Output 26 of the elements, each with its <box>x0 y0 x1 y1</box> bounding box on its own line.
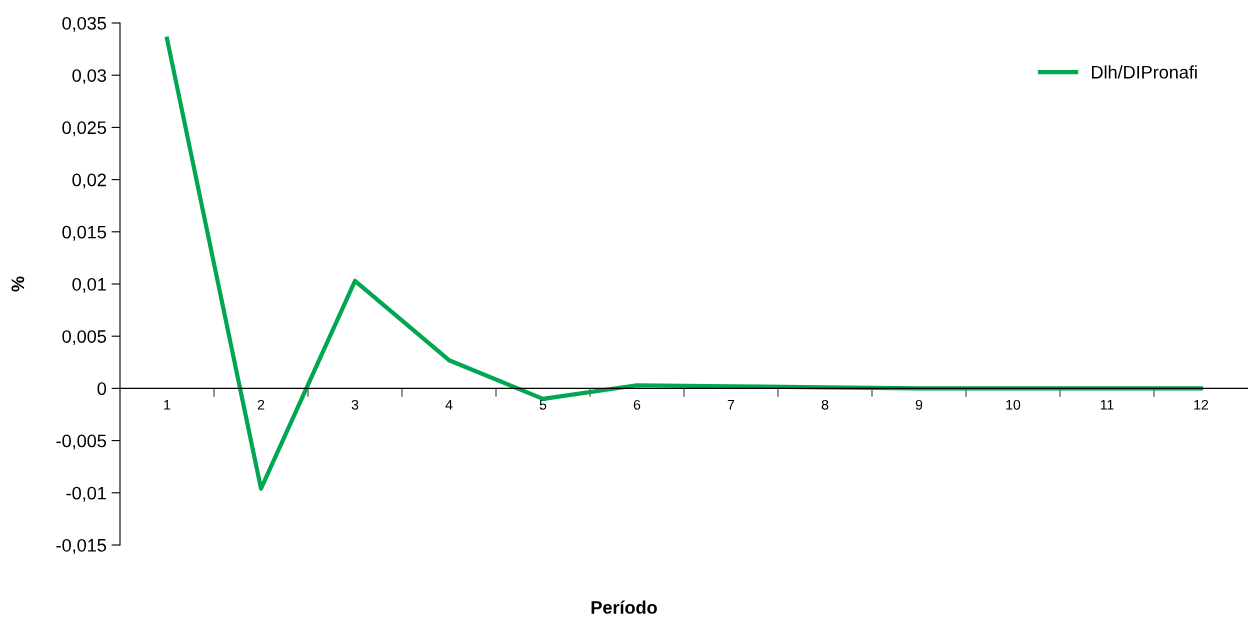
y-tick-label: -0,015 <box>56 538 107 554</box>
legend-label: Dlh/DIPronafi <box>1092 65 1197 79</box>
y-tick-label: 0,03 <box>72 69 107 85</box>
y-tick-label: -0,005 <box>56 434 107 450</box>
y-tick-label: 0,02 <box>72 173 106 189</box>
x-tick-label: 3 <box>351 399 359 410</box>
y-tick-label: 0,015 <box>62 225 107 241</box>
y-tick-label: 0,025 <box>62 121 107 137</box>
x-tick-label: 1 <box>164 400 171 410</box>
y-tick-label: -0,01 <box>66 486 106 502</box>
y-tick-label: 0,01 <box>72 277 106 293</box>
y-axis-title: % <box>11 276 25 292</box>
y-tick-label: 0 <box>97 382 107 396</box>
x-tick-label: 6 <box>633 399 641 410</box>
x-tick-label: 9 <box>915 399 923 410</box>
x-tick-label: 12 <box>1194 399 1209 410</box>
x-tick-label: 7 <box>727 400 735 410</box>
x-tick-label: 5 <box>539 400 547 410</box>
y-tick-label: 0,005 <box>62 330 107 346</box>
y-tick-label: 0,035 <box>62 16 107 32</box>
x-tick-label: 4 <box>445 400 453 410</box>
x-tick-label: 10 <box>1006 399 1021 410</box>
x-tick-label: 11 <box>1100 400 1114 410</box>
x-tick-label: 2 <box>257 399 265 410</box>
x-axis-title: Período <box>591 600 657 614</box>
x-tick-label: 8 <box>821 399 829 410</box>
